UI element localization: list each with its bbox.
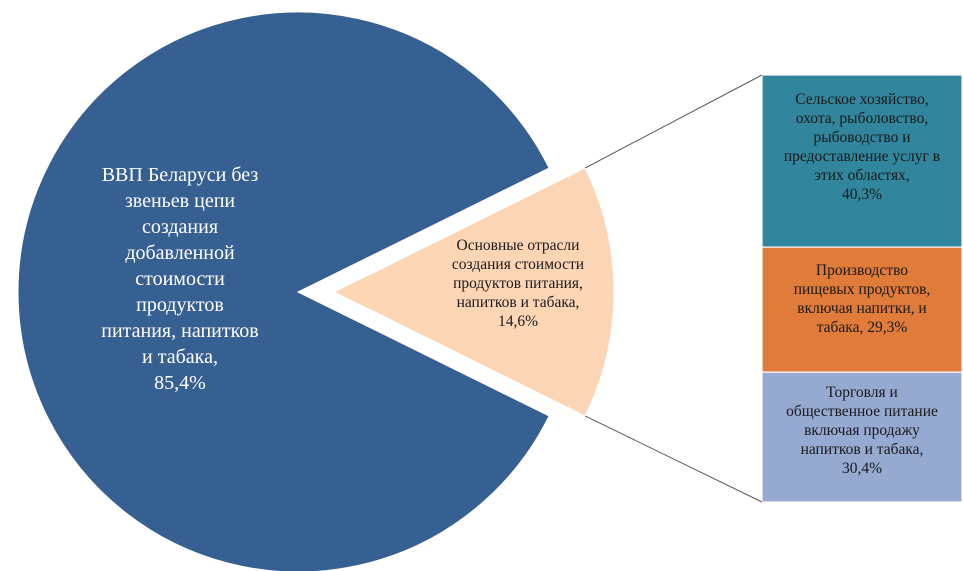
- bar-segment-1: [761, 246, 963, 373]
- bar-label-2-line: Торговля и: [826, 384, 898, 402]
- pie-label-gdp-rest-line: создания: [141, 216, 219, 238]
- pie-label-gdp-rest-line: звеньев цепи: [124, 190, 236, 212]
- bar-label-2-line: напитков и табака,: [800, 440, 924, 458]
- pie-label-gdp-rest-line: ВВП Беларуси без: [101, 164, 259, 186]
- bar-label-1-line: Производство: [815, 262, 909, 280]
- bar-label-0-line: рыбоводство и: [813, 128, 911, 146]
- bar-label-0: Сельское хозяйство, охота, рыболовство, ры…: [758, 91, 963, 204]
- pie-label-food-chain-line: 14,6%: [497, 312, 539, 330]
- pie-slice-food-chain: [332, 167, 615, 417]
- pie-label-gdp-rest-line: продуктов: [136, 294, 224, 316]
- pie-slice-gdp-rest: [17, 11, 550, 571]
- pie-label-food-chain: Основные отрасли создания стоимости продук…: [430, 237, 606, 332]
- pie-label-food-chain-line: продуктов питания,: [453, 274, 583, 292]
- pie-label-gdp-rest-line: питания, напитков: [101, 320, 259, 342]
- bar-label-1-line: пищевых продуктов,: [793, 280, 931, 298]
- pie-label-gdp-rest-line: 85,4%: [154, 372, 206, 394]
- pie-label-gdp-rest-line: добавленной: [125, 242, 235, 264]
- bar-label-0-line: Сельское хозяйство,: [795, 91, 929, 108]
- bar-label-2: Торговля и общественное питание включая пр…: [758, 384, 963, 479]
- bar-label-2-line: общественное питание: [786, 403, 938, 421]
- pie-label-gdp-rest-line: и табака,: [142, 346, 218, 368]
- bar-label-1-line: табака, 29,3%: [816, 318, 908, 336]
- bar-label-1-line: включая напитки, и: [797, 299, 927, 317]
- bar-segment-0: [761, 74, 963, 248]
- connector-line-0: [584, 74, 763, 169]
- bar-label-0-line: 40,3%: [841, 185, 883, 203]
- bar-label-2-line: включая продажу: [804, 422, 920, 439]
- bar-label-0-line: предоставление услуг в: [783, 147, 941, 165]
- pie-label-food-chain-line: создания стоимости: [451, 255, 585, 273]
- bar-label-2-line: 30,4%: [841, 459, 883, 477]
- bar-label-1: Производство пищевых продуктов, включая на…: [758, 262, 963, 338]
- bar-label-0-line: охота, рыболовство,: [795, 109, 929, 127]
- pie-label-gdp-rest: ВВП Беларуси без звеньев цепи создания доба…: [60, 162, 300, 396]
- pie-label-food-chain-line: Основные отрасли: [456, 237, 580, 254]
- bar-label-0-line: этих областях,: [814, 166, 910, 184]
- pie-label-gdp-rest-line: стоимости: [135, 268, 225, 290]
- bar-segment-2: [761, 371, 963, 503]
- pie-label-food-chain-line: напитков и табака,: [456, 293, 580, 311]
- connector-line-1: [584, 415, 763, 503]
